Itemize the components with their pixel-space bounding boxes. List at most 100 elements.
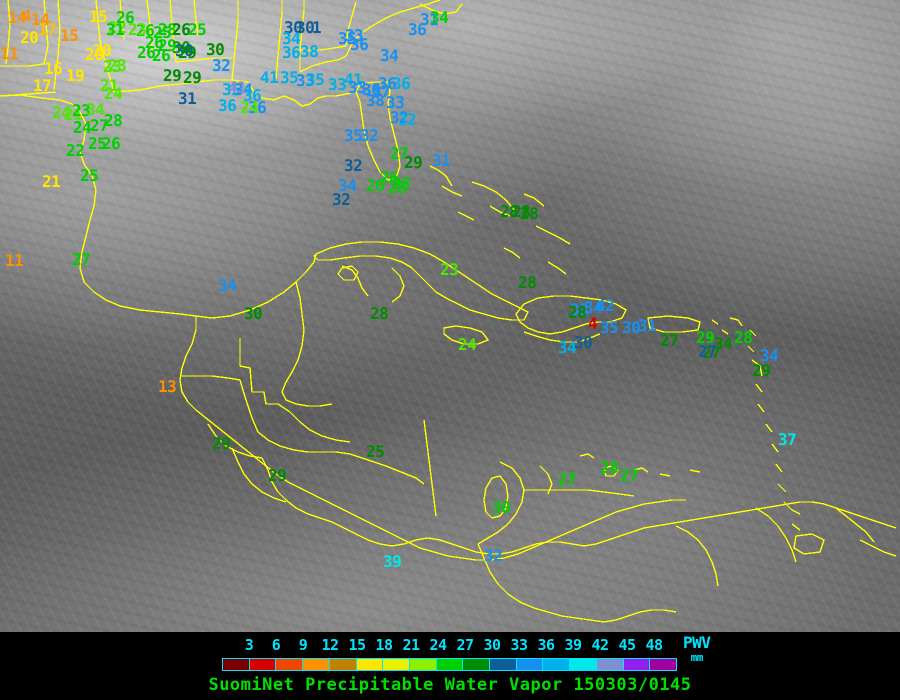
station-pwv-value: 42 [596,296,615,315]
colorbar [222,658,677,671]
station-pwv-value: 1 [312,18,322,37]
station-pwv-value: 29 [163,66,182,85]
legend-panel: 3 6 9 12 15 18 21 24 27 30 33 36 39 42 45 48 PWV mm Suo… [0,632,900,700]
station-pwv-value: 17 [33,76,52,95]
station-pwv-value: 14 [8,8,27,27]
station-pwv-value: 34 [218,276,237,295]
station-pwv-value: 28 [518,273,537,292]
station-pwv-value: 41 [228,78,247,97]
colorbar-tick-3: 3 [244,636,254,654]
station-pwv-value: 33 [345,26,364,45]
station-pwv-value: 13 [158,377,177,396]
colorbar-tick-18: 18 [375,636,393,654]
station-pwv-value: 19 [66,66,85,85]
station-pwv-value: 14 [31,10,50,29]
station-pwv-value: 38 [300,42,319,61]
station-pwv-value: 30 [175,41,194,60]
station-pwv-value: 26 [136,21,155,40]
colorbar-tick-15: 15 [348,636,366,654]
station-pwv-value: 35 [306,70,325,89]
colorbar-segment-1 [249,659,277,670]
station-pwv-value: 23 [103,57,122,76]
station-pwv-value: 21 [42,172,61,191]
station-pwv-value: 29 [404,153,423,172]
station-pwv-value: 34 [282,29,301,48]
station-pwv-value: 21 [64,105,83,124]
station-pwv-value: 34 [430,8,449,27]
station-pwv-value: 26 [102,134,121,153]
station-pwv-value: 30 [172,38,191,57]
station-pwv-value: 30 [284,18,303,37]
station-pwv-value: 31 [178,89,197,108]
station-pwv-value: 31 [432,151,451,170]
colorbar-tick-42: 42 [591,636,609,654]
station-pwv-value: 35 [280,68,299,87]
station-pwv-value: 36 [282,43,301,62]
station-pwv-value: 28 [158,20,177,39]
station-pwv-value: 21 [100,76,119,95]
station-pwv-value: 27 [702,343,721,362]
station-pwv-value: 28 [734,328,753,347]
colorbar-segment-16 [650,659,676,670]
station-pwv-value: 35 [600,318,619,337]
station-pwv-value: 28 [104,111,123,130]
colorbar-segment-4 [329,659,357,670]
colorbar-tick-27: 27 [456,636,474,654]
station-pwv-value: 23 [108,56,127,75]
station-pwv-value: 27 [558,470,577,489]
station-pwv-value: 16 [44,59,63,78]
station-pwv-value: 34 [760,346,779,365]
colorbar-tick-21: 21 [402,636,420,654]
pwv-units-text: mm [690,650,704,664]
station-pwv-value: 26 [172,20,191,39]
colorbar-segment-14 [596,659,624,670]
colorbar-tick-12: 12 [321,636,339,654]
station-pwv-value: 4 [588,314,598,333]
station-pwv-value: 35 [222,80,241,99]
product-title: SuomiNet Precipitable Water Vapor 150303… [208,675,692,695]
station-pwv-value: 20 [93,41,112,60]
station-pwv-value: 36 [408,20,427,39]
station-pwv-value: 36 [218,96,237,115]
colorbar-segment-2 [276,659,304,670]
station-pwv-value: 36 [392,74,411,93]
station-pwv-value: 11 [0,44,19,63]
station-pwv-value: 23 [440,260,459,279]
station-pwv-value: 26 [388,178,407,197]
colorbar-tick-33: 33 [510,636,528,654]
station-pwv-value: 25 [80,166,99,185]
colorbar-tick-6: 6 [271,636,281,654]
station-pwv-value: 27 [698,342,717,361]
station-pwv-value: 32 [484,546,503,565]
colorbar-tick-39: 39 [564,636,582,654]
satellite-grayscale-field [0,0,900,632]
station-pwv-value: 25 [366,442,385,461]
station-pwv-value: 28 [568,303,587,322]
colorbar-segment-0 [223,659,250,670]
station-pwv-value: 41 [260,68,279,87]
station-pwv-value: 33 [296,71,315,90]
station-pwv-value: 27 [390,144,409,163]
colorbar-tick-30: 30 [483,636,501,654]
station-pwv-value: 22 [66,141,85,160]
station-pwv-value: 24 [458,335,477,354]
station-pwv-value: 34 [714,334,733,353]
station-pwv-value: 25 [88,134,107,153]
station-pwv-value: 24 [240,98,259,117]
station-pwv-value: 26 [152,46,171,65]
station-pwv-value: 41 [344,70,363,89]
station-pwv-value: 23 [72,101,91,120]
station-pwv-value: 34 [584,298,603,317]
station-pwv-value: 29 [178,43,197,62]
satellite-image-panel: 14 4 14 17 20 15 15 11 16 19 20 17 21 23 22 26 21 24 24 21 2… [0,0,900,632]
station-pwv-value: 27 [72,250,91,269]
station-pwv-value: 29 [158,36,177,55]
station-pwv-value: 33 [386,93,405,112]
station-pwv-value: 32 [398,110,417,129]
station-pwv-value: 27 [660,331,679,350]
colorbar-segment-8 [436,659,464,670]
station-pwv-value: 26 [116,8,135,27]
station-pwv-value: 28 [520,204,539,223]
station-pwv-value: 26 [380,168,399,187]
station-pwv-value: 17 [38,20,57,39]
